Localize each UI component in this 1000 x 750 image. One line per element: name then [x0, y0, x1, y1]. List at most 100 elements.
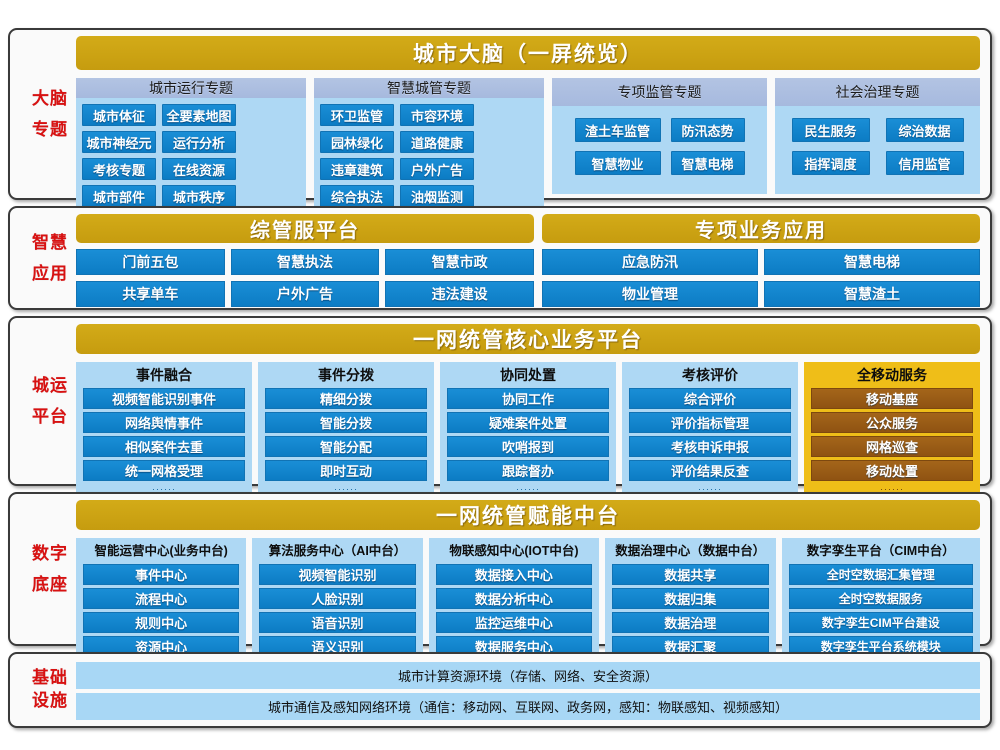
column-item[interactable]: 疑难案件处置 [447, 412, 609, 433]
brain-label-line2: 专题 [32, 120, 68, 139]
app-chip[interactable]: 应急防汛 [542, 249, 758, 275]
column-item[interactable]: 网络舆情事件 [83, 412, 245, 433]
app-chip[interactable]: 物业管理 [542, 281, 758, 307]
column-item[interactable]: 考核申诉申报 [629, 436, 791, 457]
topic-chip[interactable]: 防汛态势 [670, 118, 745, 142]
topic-chip[interactable]: 道路健康 [400, 131, 474, 153]
app-chip[interactable]: 户外广告 [230, 281, 380, 307]
base-column-intelligent-operation-center: 智能运营中心(业务中台) 事件中心 流程中心 规则中心 资源中心 [76, 538, 247, 663]
infra-bar-computing-resources: 城市计算资源环境（存储、网络、安全资源） [76, 662, 980, 689]
topic-chip[interactable]: 园林绿化 [320, 131, 394, 153]
ellipsis: ······ [516, 484, 540, 494]
column-item[interactable]: 数字孪生平台系统模块 [788, 636, 974, 657]
section-label-base: 数字 底座 [22, 494, 78, 644]
banner-city-brain: 城市大脑（一屏统览） [76, 36, 980, 70]
column-item[interactable]: 跟踪督办 [447, 460, 609, 481]
column-item[interactable]: 相似案件去重 [83, 436, 245, 457]
column-item[interactable]: 综合评价 [629, 388, 791, 409]
column-item[interactable]: 评价指标管理 [629, 412, 791, 433]
topic-chip[interactable]: 智慧物业 [574, 151, 661, 175]
topic-chip[interactable]: 城市部件 [82, 185, 156, 207]
ellipsis: ······ [698, 484, 722, 494]
topic-chip[interactable]: 考核专题 [82, 158, 156, 180]
column-item[interactable]: 全时空数据汇集管理 [788, 564, 974, 585]
column-item[interactable]: 吹哨报到 [447, 436, 609, 457]
ellipsis: ······ [152, 484, 176, 494]
topic-group-smart-city-admin: 智慧城管专题 环卫监管 市容环境 园林绿化 道路健康 违章建筑 户外广告 综合执… [314, 78, 544, 240]
app-chip[interactable]: 智慧执法 [230, 249, 380, 275]
topic-chip[interactable]: 民生服务 [791, 118, 870, 142]
column-item[interactable]: 移动基座 [811, 388, 973, 409]
section-digital-foundation: 数字 底座 一网统管赋能中台 智能运营中心(业务中台) 事件中心 流程中心 规则… [8, 492, 992, 663]
column-item[interactable]: 即时互动 [265, 460, 427, 481]
topic-chip[interactable]: 综治数据 [885, 118, 964, 142]
column-item[interactable]: 数字孪生CIM平台建设 [788, 612, 974, 633]
topic-chip[interactable]: 市容环境 [400, 104, 474, 126]
platform-label-line2: 平台 [32, 407, 68, 426]
app-chip[interactable]: 智慧电梯 [764, 249, 980, 275]
topic-chip[interactable]: 城市秩序 [162, 185, 236, 207]
app-chip[interactable]: 智慧渣土 [764, 281, 980, 307]
topic-chip[interactable]: 在线资源 [162, 158, 236, 180]
column-item[interactable]: 数据归集 [612, 588, 769, 609]
column-item[interactable]: 数据治理 [612, 612, 769, 633]
app-chip[interactable]: 门前五包 [76, 249, 225, 275]
topic-chip[interactable]: 城市神经元 [82, 131, 156, 153]
column-item[interactable]: 数据共享 [612, 564, 769, 585]
section-smart-applications: 智慧 应用 综管服平台 门前五包 智慧执法 智慧市政 共享单车 户外广告 违法建… [8, 206, 992, 310]
topic-chip[interactable]: 城市体征 [82, 104, 156, 126]
column-item[interactable]: 公众服务 [811, 412, 973, 433]
topic-chip[interactable]: 全要素地图 [162, 104, 236, 126]
column-item[interactable]: 智能分配 [265, 436, 427, 457]
column-title: 考核评价 [682, 367, 738, 383]
topic-group-social-governance: 社会治理专题 民生服务 综治数据 指挥调度 信用监管 [775, 78, 980, 194]
section-label-apps: 智慧 应用 [22, 208, 78, 308]
column-item[interactable]: 数据接入中心 [435, 564, 593, 585]
topic-chip[interactable]: 渣土车监管 [574, 118, 661, 142]
column-item[interactable]: 智能分拨 [265, 412, 427, 433]
banner-special-business: 专项业务应用 [542, 214, 980, 243]
topic-chip[interactable]: 户外广告 [400, 158, 474, 180]
column-item[interactable]: 移动处置 [811, 460, 973, 481]
column-item[interactable]: 人脸识别 [259, 588, 416, 609]
column-title: 智能运营中心(业务中台) [94, 544, 228, 558]
column-item[interactable]: 评价结果反查 [629, 460, 791, 481]
infra-label-line1: 基础 [32, 668, 68, 688]
column-title: 数据治理中心（数据中台） [615, 544, 766, 558]
base-label-line1: 数字 [32, 543, 68, 563]
column-item[interactable]: 数据分析中心 [435, 588, 593, 609]
topic-chip[interactable]: 运行分析 [162, 131, 236, 153]
app-group-comprehensive-platform: 综管服平台 门前五包 智慧执法 智慧市政 共享单车 户外广告 违法建设 [76, 214, 535, 307]
column-item[interactable]: 数据服务中心 [435, 636, 593, 657]
column-item[interactable]: 网格巡查 [811, 436, 973, 457]
column-item[interactable]: 流程中心 [83, 588, 240, 609]
topic-chip[interactable]: 智慧电梯 [670, 151, 745, 175]
column-title: 事件融合 [136, 367, 192, 383]
topic-chip[interactable]: 油烟监测 [400, 185, 474, 207]
app-chip[interactable]: 共享单车 [76, 281, 225, 307]
column-item[interactable]: 语音识别 [259, 612, 416, 633]
column-item[interactable]: 精细分拨 [265, 388, 427, 409]
app-group-special-business: 专项业务应用 应急防汛 智慧电梯 物业管理 智慧渣土 [542, 214, 980, 307]
topic-chip[interactable]: 环卫监管 [320, 104, 394, 126]
topic-chip[interactable]: 信用监管 [885, 151, 964, 175]
topic-chip[interactable]: 综合执法 [320, 185, 394, 207]
app-chip[interactable]: 智慧市政 [385, 249, 535, 275]
column-item[interactable]: 视频智能识别事件 [83, 388, 245, 409]
column-item[interactable]: 协同工作 [447, 388, 609, 409]
column-title: 全移动服务 [857, 367, 927, 383]
app-chip[interactable]: 违法建设 [385, 281, 535, 307]
column-item[interactable]: 视频智能识别 [259, 564, 416, 585]
column-item[interactable]: 监控运维中心 [435, 612, 593, 633]
topic-chip[interactable]: 违章建筑 [320, 158, 394, 180]
topic-chip-container: 渣土车监管 防汛态势 智慧物业 智慧电梯 [552, 106, 767, 194]
topic-chip-container: 城市体征 全要素地图 城市神经元 运行分析 考核专题 在线资源 城市部件 城市秩… [76, 98, 306, 213]
column-item[interactable]: 全时空数据服务 [788, 588, 974, 609]
section-city-operation-platform: 城运 平台 一网统管核心业务平台 事件融合 视频智能识别事件 网络舆情事件 相似… [8, 316, 992, 498]
column-item[interactable]: 统一网格受理 [83, 460, 245, 481]
column-item[interactable]: 事件中心 [83, 564, 240, 585]
banner-comprehensive-platform: 综管服平台 [76, 214, 534, 243]
column-item[interactable]: 规则中心 [83, 612, 240, 633]
topic-chip[interactable]: 指挥调度 [791, 151, 870, 175]
